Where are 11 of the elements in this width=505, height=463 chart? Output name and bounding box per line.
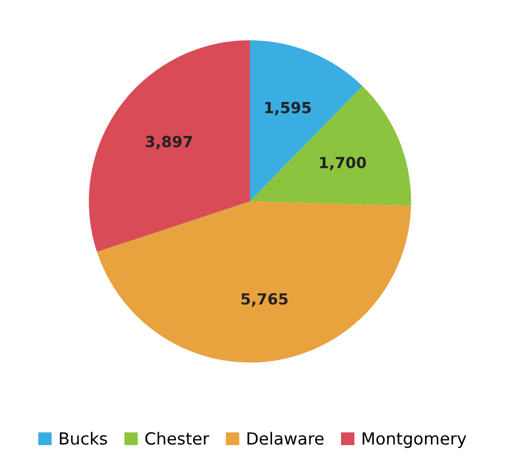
legend-label: Delaware: [248, 432, 324, 445]
data-label: 3,897: [146, 136, 192, 150]
legend-label: Montgomery: [362, 432, 466, 448]
pie-slice: [250, 86, 412, 206]
legend-label: Chester: [145, 432, 210, 445]
legend-label: Bucks: [60, 432, 107, 445]
data-label: 5,765: [242, 293, 288, 307]
data-label: 1,700: [320, 156, 366, 170]
data-label: 1,595: [265, 102, 311, 116]
pie-slice: [96, 201, 412, 362]
pie-slice: [88, 40, 250, 252]
